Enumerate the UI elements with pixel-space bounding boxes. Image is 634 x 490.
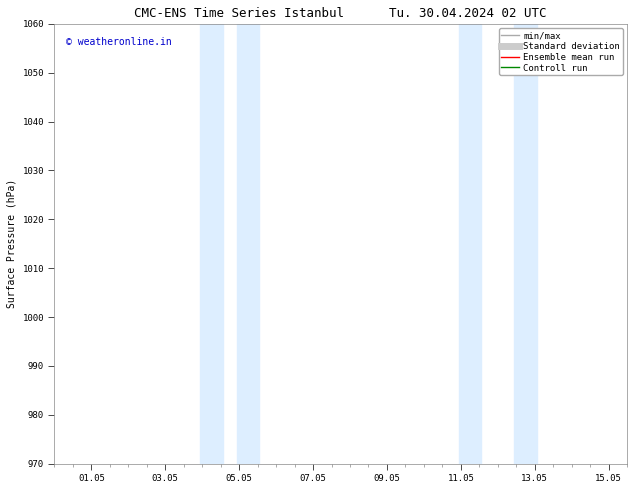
Bar xyxy=(514,24,536,464)
Bar xyxy=(237,24,259,464)
Legend: min/max, Standard deviation, Ensemble mean run, Controll run: min/max, Standard deviation, Ensemble me… xyxy=(499,28,623,75)
Bar xyxy=(200,24,223,464)
Y-axis label: Surface Pressure (hPa): Surface Pressure (hPa) xyxy=(7,179,17,308)
Text: © weatheronline.in: © weatheronline.in xyxy=(66,37,172,47)
Title: CMC-ENS Time Series Istanbul      Tu. 30.04.2024 02 UTC: CMC-ENS Time Series Istanbul Tu. 30.04.2… xyxy=(134,7,547,20)
Bar xyxy=(459,24,481,464)
